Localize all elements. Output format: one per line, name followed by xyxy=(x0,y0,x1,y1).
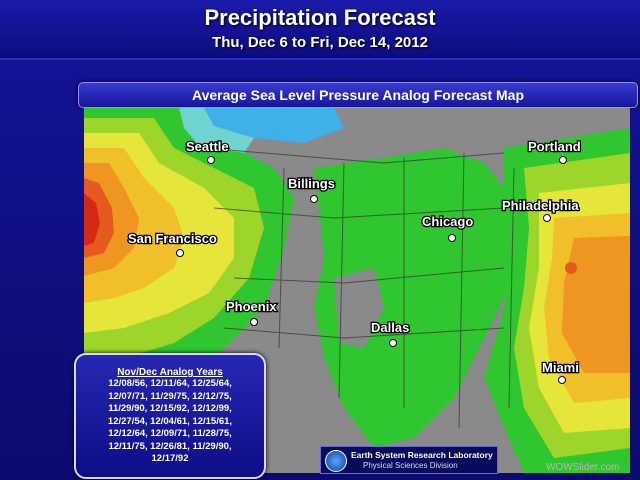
contour-west-red xyxy=(84,193,100,246)
city-portland: Portland xyxy=(527,138,582,164)
city-chicago: Chicago xyxy=(421,213,475,242)
watermark: WOWSlider.com xyxy=(546,462,620,473)
map-title: Average Sea Level Pressure Analog Foreca… xyxy=(192,87,524,103)
contour-east-orange xyxy=(562,236,630,373)
contour-central-green xyxy=(314,148,524,448)
analog-years-line: 12/11/75, 12/26/81, 11/29/90, xyxy=(108,440,232,452)
esrl-logo: Earth System Research Laboratory Physica… xyxy=(320,446,498,474)
city-billings: Billings xyxy=(287,175,336,203)
pressure-map-svg: Seattle Billings San Francisco Chicago P… xyxy=(84,108,630,473)
city-label: Portland xyxy=(528,139,581,154)
analog-years-line: 12/08/56, 12/11/64, 12/25/64, xyxy=(108,378,232,389)
city-dot xyxy=(250,318,258,326)
contour-blue xyxy=(204,108,344,143)
city-dot xyxy=(558,376,566,384)
analog-years-panel: Nov/Dec Analog Years 12/08/56, 12/11/64,… xyxy=(74,353,266,479)
pressure-center-marker xyxy=(565,262,577,274)
city-dot xyxy=(389,339,397,347)
esrl-logo-line1: Earth System Research Laboratory xyxy=(351,450,493,460)
city-dallas: Dallas xyxy=(370,319,411,347)
city-dot xyxy=(207,156,215,164)
city-dot xyxy=(559,156,567,164)
city-label: Miami xyxy=(542,360,579,375)
city-label: Philadelphia xyxy=(502,198,579,213)
analog-years-line: 12/07/71, 11/29/75, 12/12/75, xyxy=(108,390,232,402)
map-title-bar: Average Sea Level Pressure Analog Foreca… xyxy=(78,82,638,108)
city-label: Chicago xyxy=(422,214,473,229)
map-gray-pocket xyxy=(334,268,384,348)
analog-years-line: 12/27/54, 12/04/61, 12/15/61, xyxy=(107,415,233,427)
state-boundaries xyxy=(203,147,515,429)
city-dot xyxy=(310,195,318,203)
analog-years-line: 12/17/92 xyxy=(151,453,189,464)
city-label: San Francisco xyxy=(128,231,217,246)
page-subtitle: Thu, Dec 6 to Fri, Dec 14, 2012 xyxy=(212,34,428,51)
city-label: Billings xyxy=(288,176,335,191)
esrl-logo-line2: Physical Sciences Division xyxy=(363,461,458,470)
pressure-map: Seattle Billings San Francisco Chicago P… xyxy=(84,108,630,473)
city-dot xyxy=(448,234,456,242)
analog-years-title: Nov/Dec Analog Years xyxy=(117,367,223,378)
contour-cyan xyxy=(179,108,254,153)
title-bar: Precipitation Forecast Thu, Dec 6 to Fri… xyxy=(0,0,640,60)
city-phoenix: Phoenix xyxy=(225,298,279,326)
city-label: Seattle xyxy=(186,139,229,154)
noaa-logo-icon xyxy=(325,450,347,472)
city-philadelphia: Philadelphia xyxy=(501,197,581,222)
analog-years-line: 11/29/90, 12/15/92, 12/12/99, xyxy=(108,403,232,414)
city-seattle: Seattle xyxy=(185,138,230,164)
city-label: Phoenix xyxy=(226,299,277,314)
city-dot xyxy=(543,214,551,222)
city-dot xyxy=(176,249,184,257)
page-title: Precipitation Forecast xyxy=(204,5,436,30)
analog-years-line: 12/12/64, 12/09/71, 11/28/75, xyxy=(108,428,232,439)
city-san-francisco: San Francisco xyxy=(127,230,218,257)
city-miami: Miami xyxy=(541,359,580,384)
city-label: Dallas xyxy=(371,320,409,335)
